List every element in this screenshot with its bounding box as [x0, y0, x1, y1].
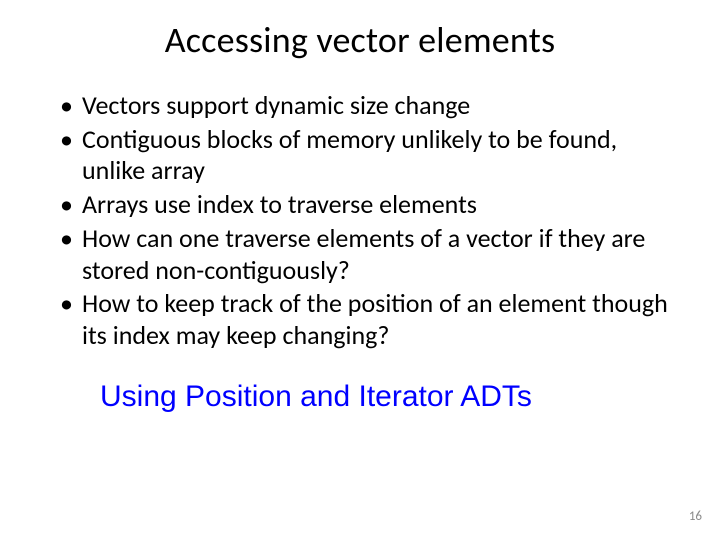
slide-container: Accessing vector elements Vectors suppor…	[0, 0, 720, 540]
bullet-item: Vectors support dynamic size change	[60, 90, 684, 122]
page-number: 16	[689, 509, 702, 524]
bullet-list: Vectors support dynamic size change Cont…	[36, 90, 684, 352]
bullet-item: How can one traverse elements of a vecto…	[60, 223, 684, 286]
bullet-item: Arrays use index to traverse elements	[60, 189, 684, 221]
slide-title: Accessing vector elements	[36, 18, 684, 62]
answer-text: Using Position and Iterator ADTs	[100, 380, 684, 414]
bullet-item: How to keep track of the position of an …	[60, 288, 684, 351]
bullet-item: Contiguous blocks of memory unlikely to …	[60, 124, 684, 187]
